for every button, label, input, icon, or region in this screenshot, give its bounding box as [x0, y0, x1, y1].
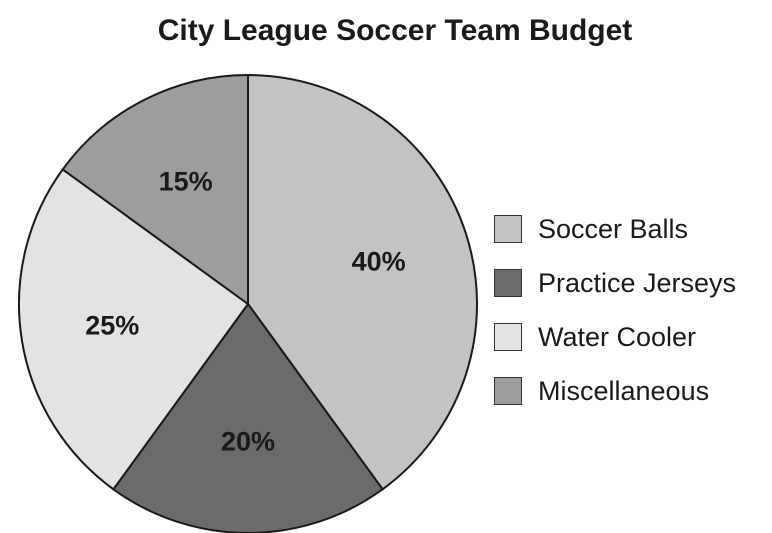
chart-legend: Soccer Balls Practice Jerseys Water Cool…: [494, 202, 736, 418]
legend-item-soccer-balls: Soccer Balls: [494, 202, 736, 256]
pie-slice-soccer-balls: [247, 74, 478, 491]
legend-item-practice-jerseys: Practice Jerseys: [494, 256, 736, 310]
slice-label-miscellaneous: 15%: [159, 167, 213, 197]
legend-swatch-miscellaneous: [494, 377, 522, 405]
legend-item-miscellaneous: Miscellaneous: [494, 364, 736, 418]
legend-label-water-cooler: Water Cooler: [538, 321, 697, 352]
legend-swatch-soccer-balls: [494, 215, 522, 243]
legend-swatch-water-cooler: [494, 323, 522, 351]
legend-label-practice-jerseys: Practice Jerseys: [538, 267, 737, 298]
legend-swatch-practice-jerseys: [494, 269, 522, 297]
slice-label-practice-jerseys: 20%: [221, 426, 275, 456]
legend-label-soccer-balls: Soccer Balls: [538, 213, 689, 244]
slice-label-water-cooler: 25%: [85, 310, 139, 340]
pie-slice-water-cooler: [18, 168, 249, 491]
chart-title: City League Soccer Team Budget: [157, 14, 633, 47]
slice-label-soccer-balls: 40%: [352, 247, 406, 277]
pie-slice-miscellaneous: [61, 74, 249, 305]
legend-label-miscellaneous: Miscellaneous: [538, 375, 710, 406]
legend-item-water-cooler: Water Cooler: [494, 310, 736, 364]
